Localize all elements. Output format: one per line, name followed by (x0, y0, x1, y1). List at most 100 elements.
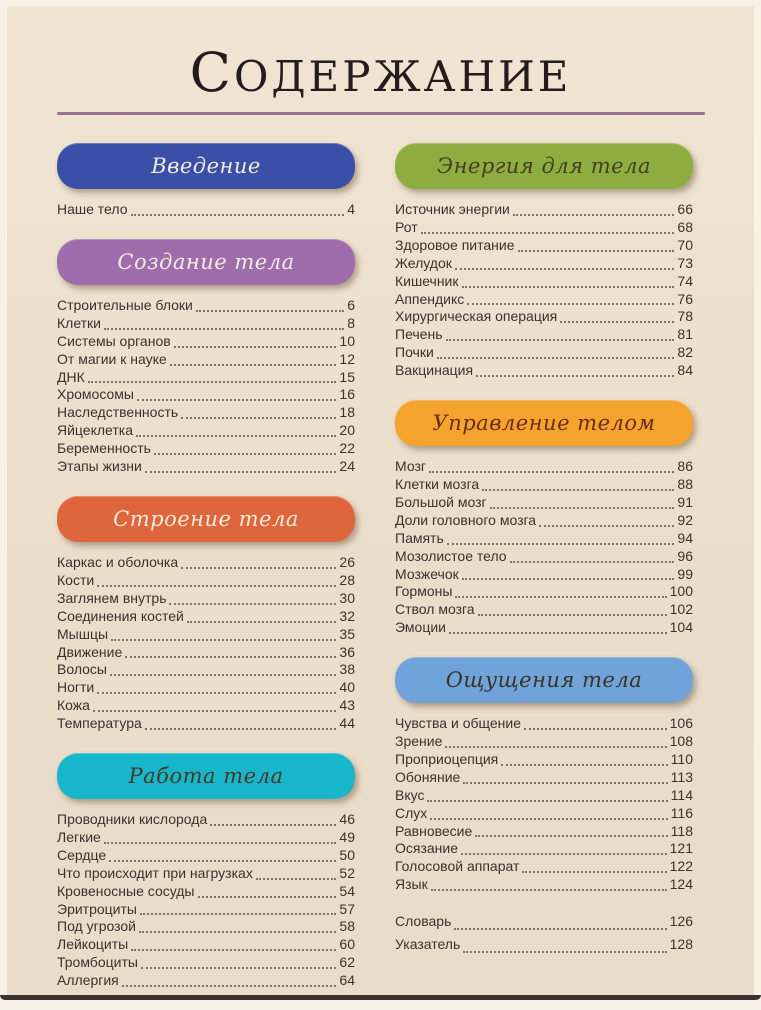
entry-page-number: 66 (677, 201, 693, 217)
toc-entry: Зрение 108 (395, 733, 693, 751)
entry-list: Наше тело 4 (57, 201, 355, 219)
entry-label: Проприоцепция (395, 750, 499, 767)
entry-leader-dots (197, 895, 337, 898)
page-title: СОДЕРЖАНИЕ (189, 41, 572, 104)
entry-leader-dots (482, 488, 675, 491)
toc-entry: Хромосомы 16 (57, 386, 355, 404)
entry-page-number: 86 (677, 458, 693, 475)
entry-leader-dots (87, 381, 337, 384)
toc-entry: Кровеносные сосуды 54 (57, 883, 355, 901)
toc-entry: Эритроциты 57 (57, 901, 355, 919)
toc-entry: Вакцинация 84 (395, 362, 693, 380)
toc-entry: Соединения костей 32 (57, 608, 355, 626)
section-banner-label: Ощущения тела (445, 668, 643, 693)
entry-label: Тромбоциты (57, 954, 138, 971)
entry-page-number: 50 (339, 846, 355, 863)
entry-page-number: 100 (669, 583, 693, 600)
entry-label: Голосовой аппарат (395, 858, 520, 875)
entry-page-number: 106 (669, 715, 693, 732)
entry-page-number: 124 (669, 876, 693, 893)
entry-page-number: 60 (339, 936, 355, 953)
entry-label: Гормоны (395, 583, 453, 600)
entry-page-number: 92 (677, 511, 693, 528)
toc-entry: Лейкоциты 60 (57, 936, 355, 954)
toc-entry: Легкие 49 (57, 829, 355, 847)
toc-entry: Аллергия 64 (57, 972, 355, 990)
entry-page-number: 36 (339, 643, 355, 660)
entry-leader-dots (475, 835, 668, 838)
entry-label: Доли головного мозга (395, 511, 537, 528)
entry-leader-dots (523, 728, 667, 731)
entry-label: Здоровое питание (395, 236, 515, 253)
entry-page-number: 108 (669, 733, 693, 750)
entry-page-number: 38 (339, 661, 355, 678)
entry-leader-dots (461, 578, 675, 581)
entry-leader-dots (455, 596, 667, 599)
entry-leader-dots (104, 327, 345, 330)
entry-leader-dots (463, 951, 667, 954)
entry-leader-dots (445, 745, 667, 748)
entry-label: Ногти (57, 679, 95, 696)
entry-page-number: 128 (669, 936, 693, 953)
toc-entry: Кости 28 (57, 572, 355, 590)
toc-entry: Клетки 8 (57, 315, 355, 333)
entry-leader-dots (463, 781, 668, 784)
entry-page-number: 30 (339, 589, 355, 606)
entry-label: Волосы (57, 661, 107, 678)
toc-entry: Эмоции 104 (395, 619, 693, 637)
toc-entry: Движение 36 (57, 644, 355, 662)
entry-leader-dots (110, 674, 337, 677)
section-banner: Создание тела (57, 238, 355, 285)
entry-page-number: 64 (339, 972, 355, 989)
entry-page-number: 35 (339, 625, 355, 642)
entry-list: Каркас и оболочка 26 Кости 28 Заглянем в… (57, 554, 355, 733)
entry-page-number: 62 (339, 954, 355, 971)
toc-entry: ДНК 15 (57, 369, 355, 387)
entry-page-number: 12 (339, 350, 355, 367)
entry-label: Под угрозой (57, 918, 136, 935)
entry-leader-dots (560, 321, 675, 324)
entry-page-number: 76 (677, 290, 693, 307)
entry-page-number: 74 (677, 272, 693, 289)
entry-leader-dots (512, 213, 675, 216)
toc-entry: Память 94 (395, 530, 693, 548)
toc-entry: Рот 68 (395, 219, 693, 237)
section-banner: Строение тела (57, 495, 355, 542)
entry-leader-dots (181, 566, 337, 569)
entry-label: Указатель (395, 936, 461, 953)
entry-page-number: 78 (677, 308, 693, 325)
section-banner-label: Управление телом (432, 411, 656, 436)
toc-column-left: Введение Наше тело 4 Создание тела Строи… (57, 143, 355, 1010)
toc-entry: Под угрозой 58 (57, 918, 355, 936)
toc-entry: Строительные блоки 6 (57, 297, 355, 315)
toc-section: Введение Наше тело 4 (57, 143, 355, 219)
entry-label: Движение (57, 643, 123, 660)
entry-leader-dots (186, 620, 337, 623)
entry-page-number: 32 (339, 607, 355, 624)
toc-entry: Желудок 73 (395, 255, 693, 273)
entry-page-number: 46 (339, 811, 355, 828)
entry-label: Каркас и оболочка (57, 553, 179, 570)
entry-label: Словарь (395, 913, 452, 930)
entry-leader-dots (445, 339, 675, 342)
entry-label: Наследственность (57, 404, 179, 421)
entry-leader-dots (430, 889, 667, 892)
entry-label: Обоняние (395, 768, 461, 785)
entry-leader-dots (195, 309, 345, 312)
toc-entry: Проводники кислорода 46 (57, 811, 355, 829)
toc-column-right: Энергия для тела Источник энергии 66 Рот… (395, 143, 693, 1010)
section-banner: Энергия для тела (395, 143, 693, 189)
entry-label: От магии к науке (57, 350, 167, 367)
entry-label: Хромосомы (57, 386, 134, 403)
section-banner: Работа тела (57, 753, 355, 800)
entry-label: Температура (57, 715, 142, 732)
entry-label: Мышцы (57, 625, 109, 642)
toc-entry: Гормоны 100 (395, 583, 693, 601)
entry-label: Мозжечок (395, 565, 459, 582)
toc-section: Создание тела Строительные блоки 6 Клетк… (57, 238, 355, 476)
entry-page-number: 126 (669, 913, 693, 930)
entry-page-number: 110 (670, 750, 693, 767)
entry-leader-dots (454, 928, 667, 931)
toc-entry: Волосы 38 (57, 661, 355, 679)
toc-entry: Что происходит при нагрузках 52 (57, 865, 355, 883)
